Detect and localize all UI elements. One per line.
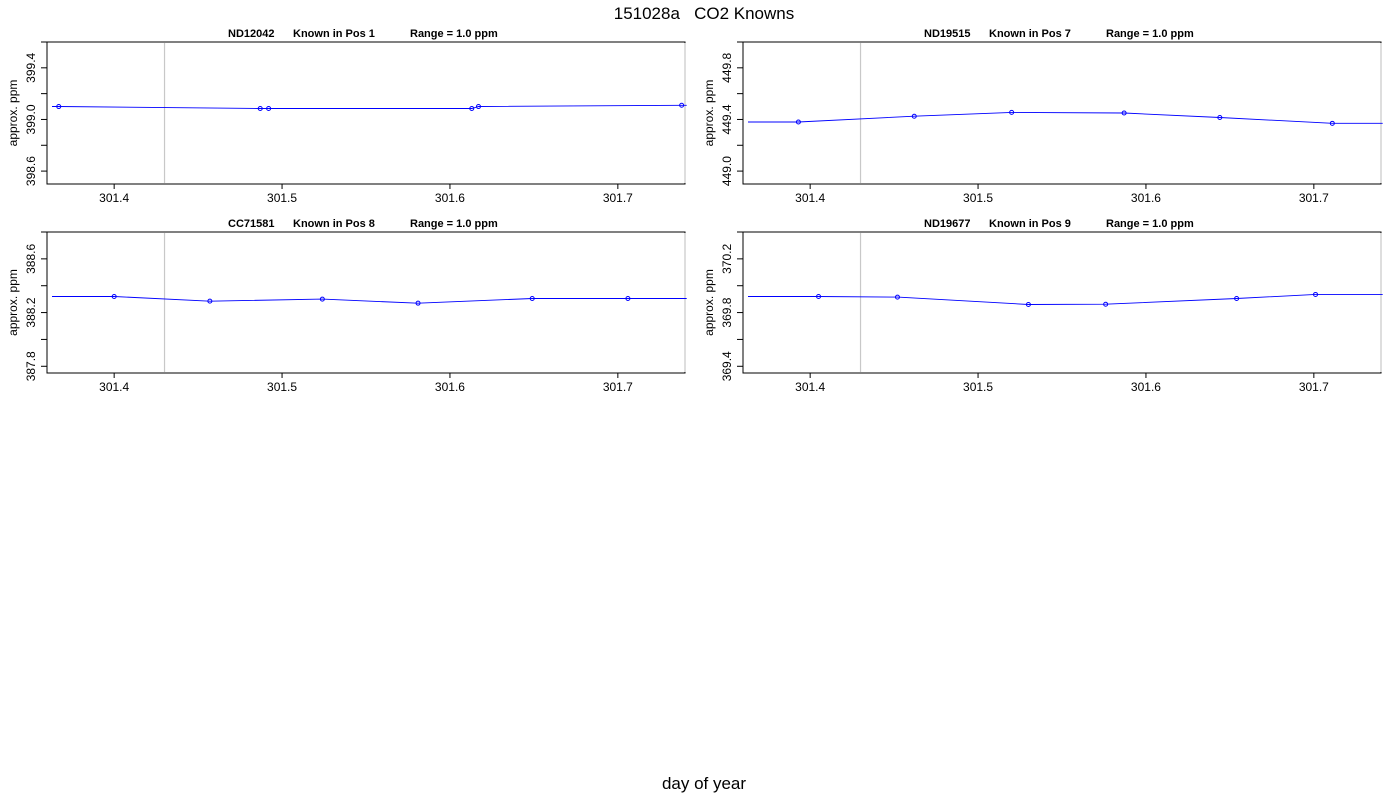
y-tick-label: 399.0: [24, 104, 38, 134]
plot-frame: [742, 231, 1382, 374]
panel-tank-id: ND12042: [228, 28, 274, 40]
y-tick-label: 388.6: [24, 244, 38, 274]
data-point: [625, 295, 631, 301]
y-tick-label: 449.8: [720, 52, 734, 82]
x-tick-label: 301.6: [435, 380, 465, 394]
data-point: [1217, 115, 1223, 121]
x-tick-label: 301.5: [267, 191, 297, 205]
data-point: [816, 293, 822, 299]
data-point: [894, 294, 900, 300]
panel-range: Range = 1.0 ppm: [1106, 218, 1194, 230]
data-point: [1234, 295, 1240, 301]
x-tick-label: 301.7: [603, 380, 633, 394]
y-tick-label: 369.8: [720, 297, 734, 327]
x-tick-label: 301.4: [795, 380, 825, 394]
data-point: [1025, 302, 1031, 308]
panel-tank-id: ND19677: [924, 218, 970, 230]
series-line: [52, 104, 687, 109]
panel-position: Known in Pos 8: [293, 218, 375, 230]
panel-range: Range = 1.0 ppm: [1106, 28, 1194, 40]
x-tick-label: 301.4: [99, 191, 129, 205]
panel-range: Range = 1.0 ppm: [410, 28, 498, 40]
panel-tank-id: CC71581: [228, 218, 274, 230]
y-tick-label: 388.2: [24, 297, 38, 327]
panel-position: Known in Pos 1: [293, 28, 375, 40]
x-tick-label: 301.6: [1131, 191, 1161, 205]
y-tick-label: 449.4: [720, 104, 734, 134]
y-axis-label: approx. ppm: [6, 269, 20, 336]
data-point: [1121, 110, 1127, 116]
x-tick-label: 301.6: [435, 191, 465, 205]
data-point: [1103, 301, 1109, 307]
y-tick-label: 449.0: [720, 156, 734, 186]
data-point: [679, 102, 685, 108]
panel-position: Known in Pos 9: [989, 218, 1071, 230]
y-axis-label: approx. ppm: [6, 80, 20, 147]
series-line: [748, 293, 1383, 305]
x-axis-label: day of year: [661, 774, 747, 793]
data-point: [475, 104, 481, 110]
data-point: [469, 105, 475, 111]
y-axis-label: approx. ppm: [702, 269, 716, 336]
data-point: [911, 113, 917, 119]
y-axis-label: approx. ppm: [702, 80, 716, 147]
data-point: [1329, 120, 1335, 126]
data-point: [795, 119, 801, 125]
data-point: [415, 300, 421, 306]
x-tick-label: 301.7: [1299, 191, 1329, 205]
data-point: [257, 105, 263, 111]
data-point: [319, 296, 325, 302]
y-tick-label: 399.4: [24, 52, 38, 82]
data-point: [56, 104, 62, 110]
data-point: [207, 298, 213, 304]
data-point: [111, 293, 117, 299]
panel-tank-id: ND19515: [924, 28, 970, 40]
y-tick-label: 369.4: [720, 351, 734, 381]
x-tick-label: 301.7: [603, 191, 633, 205]
data-point: [266, 105, 272, 111]
x-tick-label: 301.6: [1131, 380, 1161, 394]
data-point: [529, 295, 535, 301]
y-tick-label: 370.2: [720, 244, 734, 274]
chart-main-title: 151028a CO2 Knowns: [613, 4, 795, 23]
series-line: [748, 111, 1383, 124]
data-point: [1009, 109, 1015, 115]
y-tick-label: 398.6: [24, 156, 38, 186]
x-tick-label: 301.5: [963, 191, 993, 205]
series-line: [52, 296, 687, 304]
data-point: [1313, 291, 1319, 297]
panel-position: Known in Pos 7: [989, 28, 1071, 40]
x-tick-label: 301.7: [1299, 380, 1329, 394]
panel-range: Range = 1.0 ppm: [410, 218, 498, 230]
x-tick-label: 301.4: [795, 191, 825, 205]
x-tick-label: 301.5: [267, 380, 297, 394]
y-tick-label: 387.8: [24, 351, 38, 381]
x-tick-label: 301.4: [99, 380, 129, 394]
x-tick-label: 301.5: [963, 380, 993, 394]
